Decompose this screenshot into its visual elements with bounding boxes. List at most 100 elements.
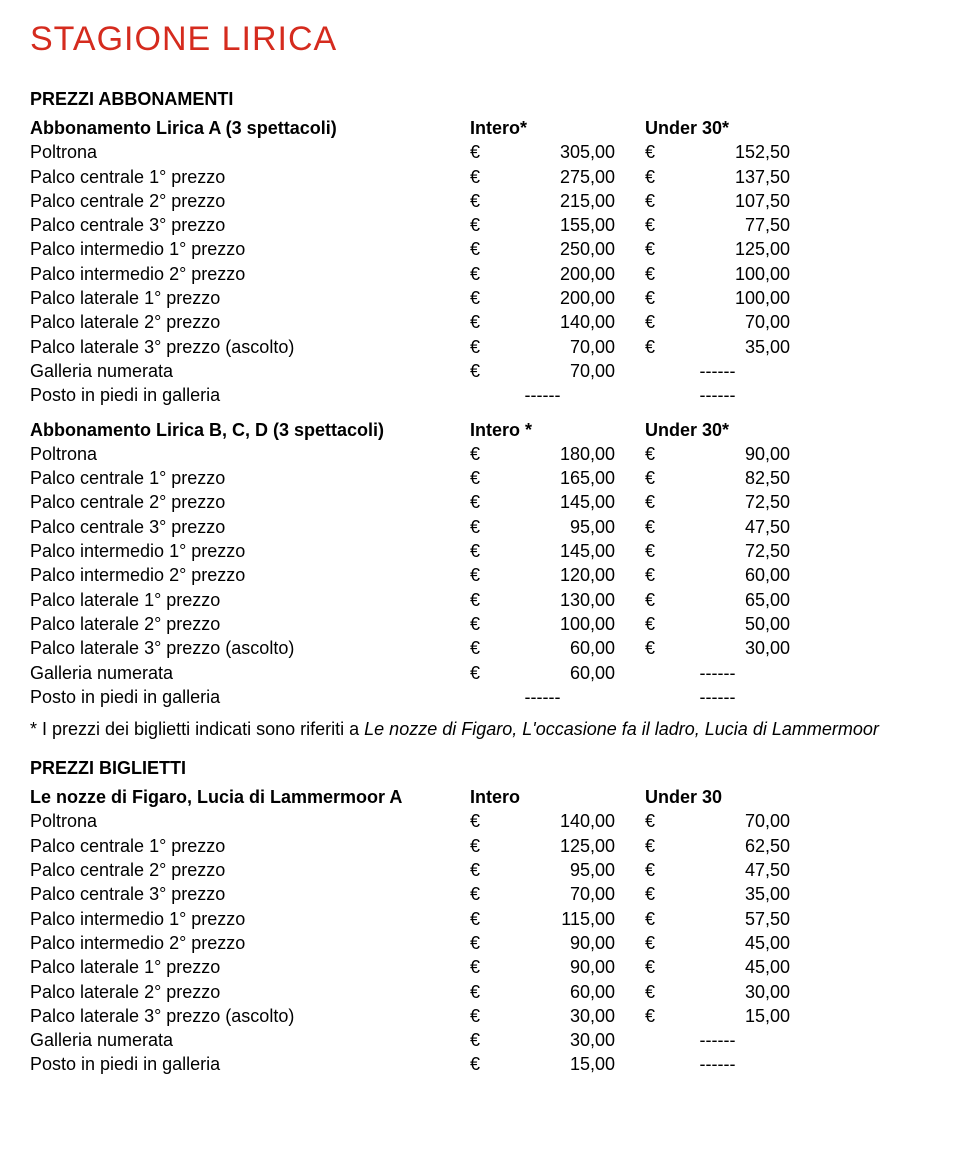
row-label: Palco laterale 1° prezzo <box>30 588 470 612</box>
row-value-under30: 70,00 <box>685 809 790 833</box>
row-label: Palco intermedio 1° prezzo <box>30 539 470 563</box>
table-lirica-bcd: Abbonamento Lirica B, C, D (3 spettacoli… <box>30 418 940 710</box>
table-row: Palco intermedio 1° prezzo€145,00€72,50 <box>30 539 940 563</box>
row-value-intero: 90,00 <box>510 955 645 979</box>
table-row: Poltrona€140,00€70,00 <box>30 809 940 833</box>
row-label: Palco centrale 2° prezzo <box>30 189 470 213</box>
currency-symbol: € <box>470 539 510 563</box>
row-label: Palco centrale 1° prezzo <box>30 466 470 490</box>
table-row: Palco centrale 3° prezzo€95,00€47,50 <box>30 515 940 539</box>
row-value-intero: 165,00 <box>510 466 645 490</box>
row-value-under30: 45,00 <box>685 955 790 979</box>
footnote: * I prezzi dei biglietti indicati sono r… <box>30 719 940 740</box>
row-label: Palco laterale 2° prezzo <box>30 612 470 636</box>
row-label: Palco centrale 3° prezzo <box>30 882 470 906</box>
row-label: Galleria numerata <box>30 359 470 383</box>
row-value-intero: 145,00 <box>510 539 645 563</box>
currency-symbol: € <box>470 882 510 906</box>
row-label: Palco intermedio 1° prezzo <box>30 237 470 261</box>
row-value-intero: 60,00 <box>510 980 645 1004</box>
currency-symbol: € <box>645 636 685 660</box>
currency-symbol: € <box>645 1004 685 1028</box>
currency-symbol: € <box>645 213 685 237</box>
table-row: Palco laterale 3° prezzo (ascolto)€70,00… <box>30 335 940 359</box>
currency-symbol: € <box>645 931 685 955</box>
table-row: Poltrona€180,00€90,00 <box>30 442 940 466</box>
table-row: Palco intermedio 1° prezzo€115,00€57,50 <box>30 907 940 931</box>
row-value-intero: 70,00 <box>510 335 645 359</box>
row-value-intero: 140,00 <box>510 310 645 334</box>
row-value-intero: 145,00 <box>510 490 645 514</box>
row-label: Palco laterale 3° prezzo (ascolto) <box>30 636 470 660</box>
row-value-under30: 77,50 <box>685 213 790 237</box>
row-value-under30: 70,00 <box>685 310 790 334</box>
currency-symbol: € <box>470 335 510 359</box>
row-label: Palco intermedio 2° prezzo <box>30 563 470 587</box>
header-col-intero: Intero <box>470 785 645 809</box>
currency-symbol: € <box>645 490 685 514</box>
header-col-intero: Intero * <box>470 418 645 442</box>
row-label: Palco centrale 2° prezzo <box>30 858 470 882</box>
row-dash: ------ <box>645 685 790 709</box>
table-row: Palco centrale 2° prezzo€215,00€107,50 <box>30 189 940 213</box>
header-col-under30: Under 30* <box>645 116 790 140</box>
row-value-under30: 137,50 <box>685 165 790 189</box>
currency-symbol: € <box>470 515 510 539</box>
row-label: Palco laterale 2° prezzo <box>30 310 470 334</box>
currency-symbol: € <box>470 237 510 261</box>
row-value-under30: 35,00 <box>685 882 790 906</box>
row-value-intero: 250,00 <box>510 237 645 261</box>
row-label: Poltrona <box>30 140 470 164</box>
currency-symbol: € <box>470 563 510 587</box>
currency-symbol: € <box>645 237 685 261</box>
row-label: Posto in piedi in galleria <box>30 1052 470 1076</box>
row-label: Poltrona <box>30 809 470 833</box>
table-row: Palco centrale 3° prezzo€70,00€35,00 <box>30 882 940 906</box>
table-header: Le nozze di Figaro, Lucia di Lammermoor … <box>30 785 940 809</box>
currency-symbol: € <box>645 189 685 213</box>
table-row: Palco centrale 1° prezzo€125,00€62,50 <box>30 834 940 858</box>
table-lirica-a: Abbonamento Lirica A (3 spettacoli) Inte… <box>30 116 940 408</box>
currency-symbol: € <box>470 588 510 612</box>
currency-symbol: € <box>470 809 510 833</box>
row-value-intero: 125,00 <box>510 834 645 858</box>
currency-symbol: € <box>470 140 510 164</box>
row-label: Palco laterale 3° prezzo (ascolto) <box>30 335 470 359</box>
currency-symbol: € <box>470 858 510 882</box>
currency-symbol: € <box>470 980 510 1004</box>
row-value-intero: 30,00 <box>510 1028 645 1052</box>
row-label: Palco centrale 2° prezzo <box>30 490 470 514</box>
currency-symbol: € <box>470 612 510 636</box>
row-label: Posto in piedi in galleria <box>30 685 470 709</box>
row-value-intero: 60,00 <box>510 636 645 660</box>
row-dash: ------ <box>470 685 645 709</box>
row-dash: ------ <box>645 661 790 685</box>
table-header: Abbonamento Lirica A (3 spettacoli) Inte… <box>30 116 940 140</box>
currency-symbol: € <box>470 490 510 514</box>
table-row: Posto in piedi in galleria------------ <box>30 685 940 709</box>
currency-symbol: € <box>470 931 510 955</box>
currency-symbol: € <box>470 661 510 685</box>
row-value-under30: 125,00 <box>685 237 790 261</box>
currency-symbol: € <box>470 1052 510 1076</box>
currency-symbol: € <box>645 980 685 1004</box>
row-value-under30: 65,00 <box>685 588 790 612</box>
row-value-under30: 50,00 <box>685 612 790 636</box>
row-label: Palco intermedio 2° prezzo <box>30 931 470 955</box>
currency-symbol: € <box>470 955 510 979</box>
row-dash: ------ <box>645 1028 790 1052</box>
table-row: Posto in piedi in galleria------------ <box>30 383 940 407</box>
currency-symbol: € <box>470 189 510 213</box>
table-row: Palco laterale 1° prezzo€200,00€100,00 <box>30 286 940 310</box>
currency-symbol: € <box>645 588 685 612</box>
row-label: Palco laterale 1° prezzo <box>30 286 470 310</box>
table-row: Palco centrale 3° prezzo€155,00€77,50 <box>30 213 940 237</box>
table-row: Poltrona€305,00€152,50 <box>30 140 940 164</box>
row-label: Palco centrale 3° prezzo <box>30 213 470 237</box>
currency-symbol: € <box>645 858 685 882</box>
row-label: Palco intermedio 2° prezzo <box>30 262 470 286</box>
currency-symbol: € <box>645 165 685 189</box>
main-title: STAGIONE LIRICA <box>30 20 940 59</box>
row-value-intero: 275,00 <box>510 165 645 189</box>
row-value-under30: 100,00 <box>685 286 790 310</box>
